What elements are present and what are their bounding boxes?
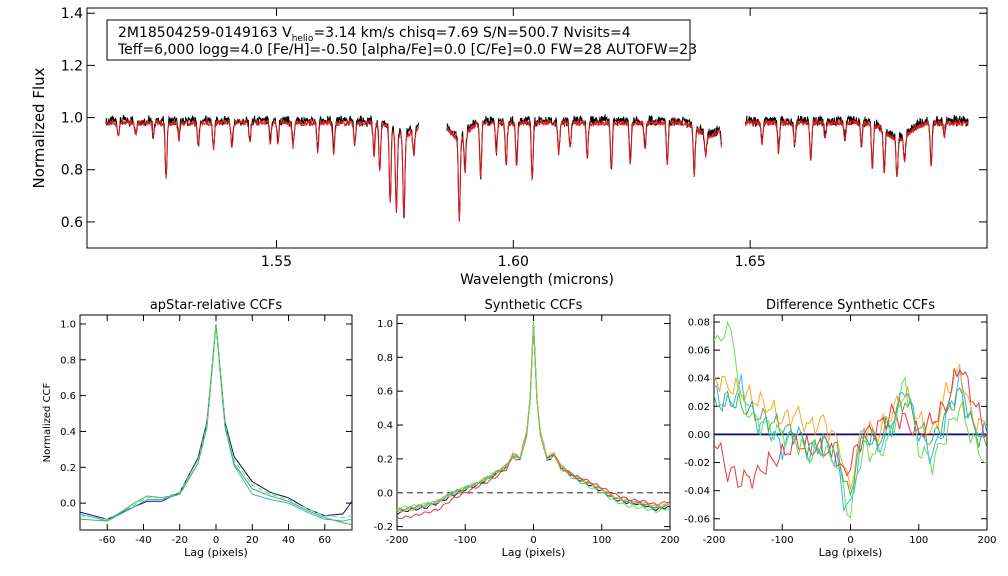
x-axis-label: Lag (pixels)	[819, 546, 883, 559]
header-line-2: Teff=6,000 logg=4.0 [Fe/H]=-0.50 [alpha/…	[117, 42, 697, 58]
apstar-ccf-series-visit-1	[80, 323, 352, 520]
header-text: chisq=7.69	[399, 25, 483, 41]
synthetic-ccf-series-visit-2	[397, 322, 670, 513]
plot-title: Synthetic CCFs	[485, 298, 583, 313]
x-tick-label: 60	[318, 535, 331, 546]
x-tick-label: 1.65	[735, 254, 766, 270]
synthetic-ccf-series-visit-5	[397, 324, 670, 520]
difference-ccf-panel: -200 -100 0 100 200 -0.06 -0.04 -0.02 0.00 0.02 0.…	[684, 298, 996, 559]
x-tick-label: 200	[977, 535, 996, 546]
apstar-ccf-series-visit-4	[80, 323, 352, 520]
y-tick-label: -0.04	[684, 486, 710, 497]
header-annotation: 2M18504259-0149163 Vhelio=3.14 km/s chis…	[106, 19, 697, 61]
difference-ccf-series-visit-2	[714, 368, 987, 512]
x-tick-label: -200	[386, 535, 409, 546]
x-axis-label: Lag (pixels)	[502, 546, 566, 559]
observed-spectrum-chip-2	[446, 113, 723, 222]
y-tick-label: 1.4	[61, 6, 83, 22]
y-tick-label: 0.06	[688, 346, 710, 357]
y-tick-label: 1.0	[61, 110, 83, 126]
vhelio-value: =3.14 km/s	[313, 25, 399, 41]
header-text: 2M18504259-0149163	[118, 25, 282, 41]
model-spectrum-chip-3	[744, 118, 969, 178]
y-tick-label: 1.2	[61, 58, 83, 74]
difference-ccf-plot-area	[714, 320, 987, 519]
y-axis-label: Normalized Flux	[30, 67, 48, 188]
model-spectrum-chip-1	[105, 118, 420, 219]
y-tick-label: 0.2	[377, 454, 393, 465]
x-tick-label: -100	[771, 535, 794, 546]
y-tick-label: 0.8	[377, 353, 393, 364]
x-tick-label: 0	[847, 535, 853, 546]
model-spectrum-chip-2	[446, 118, 723, 222]
x-tick-label: -20	[172, 535, 188, 546]
synthetic-ccf-plot-area	[397, 322, 670, 520]
observed-spectrum-chip-1	[105, 114, 420, 219]
apstar-ccf-series-visit-3	[80, 323, 352, 526]
apstar-ccf-series-visit-2	[80, 323, 352, 522]
y-tick-label: 1.0	[60, 319, 76, 330]
y-tick-label: 0.4	[377, 421, 393, 432]
plot-frame	[713, 314, 988, 531]
y-tick-label: 0.4	[60, 427, 76, 438]
spectrum-plot-area	[105, 113, 969, 222]
header-text: V	[282, 25, 292, 41]
header-text: Nvisits=4	[563, 25, 630, 41]
plot-frame	[86, 7, 988, 249]
apstar-ccf-plot-area	[80, 323, 352, 526]
y-tick-label: 0.6	[60, 391, 76, 402]
x-tick-label: 100	[592, 535, 611, 546]
y-axis-label: Normalized CCF	[42, 382, 53, 462]
x-tick-label: 200	[660, 535, 679, 546]
y-tick-label: -0.02	[684, 458, 710, 469]
y-tick-label: -0.06	[684, 514, 710, 525]
header-box	[106, 19, 691, 61]
y-tick-label: 1.0	[377, 319, 393, 330]
x-tick-label: 0	[530, 535, 536, 546]
x-tick-label: 20	[246, 535, 259, 546]
difference-ccf-series-visit-6	[714, 387, 987, 497]
difference-ccf-series-visit-4	[714, 368, 987, 489]
x-tick-label: -60	[99, 535, 115, 546]
difference-ccf-series-visit-3	[714, 362, 987, 490]
x-tick-label: 0	[213, 535, 219, 546]
x-tick-label: 100	[909, 535, 928, 546]
spectrum-panel: 1.55 1.60 1.65 0.6 0.8 1.0 1.2 1.4 Wavelength (m…	[30, 6, 988, 288]
y-tick-label: 0.08	[688, 318, 710, 329]
y-tick-label: 0.8	[61, 163, 83, 179]
x-tick-label: -100	[454, 535, 477, 546]
x-tick-label: 1.55	[261, 254, 292, 270]
y-tick-label: 0.00	[688, 430, 710, 441]
synthetic-ccf-series-visit-1	[397, 323, 670, 515]
x-axis-label: Wavelength (microns)	[460, 272, 614, 288]
plot-frame	[79, 314, 353, 531]
x-axis-label: Lag (pixels)	[184, 546, 248, 559]
x-tick-label: -200	[703, 535, 726, 546]
synthetic-ccf-series-visit-6	[397, 324, 670, 514]
synthetic-ccf-panel: -200 -100 0 100 200 -0.2 0.0 0.2 0.4 0.6 0.8 1.0 Syn…	[373, 298, 679, 559]
y-tick-label: 0.2	[60, 463, 76, 474]
vhelio-subscript: helio	[292, 34, 314, 44]
y-tick-label: 0.8	[60, 355, 76, 366]
y-tick-label: 0.6	[61, 215, 83, 231]
x-tick-label: -40	[135, 535, 151, 546]
synthetic-ccf-series-visit-4	[397, 323, 670, 513]
x-tick-label: 1.60	[498, 254, 529, 270]
y-tick-label: 0.0	[60, 499, 76, 510]
x-tick-label: 40	[282, 535, 295, 546]
y-tick-label: 0.0	[377, 488, 393, 499]
y-tick-label: 0.04	[688, 374, 710, 385]
y-tick-label: 0.02	[688, 402, 710, 413]
header-text: S/N=500.7	[483, 25, 563, 41]
y-tick-label: -0.2	[373, 522, 393, 533]
plot-title: apStar-relative CCFs	[150, 298, 283, 313]
synthetic-ccf-series-visit-3	[397, 322, 670, 511]
apstar-ccf-panel: -60 -40 -20 0 20 40 60 0.0 0.2 0.4 0.6 0.8 1.0 apStar…	[42, 298, 353, 559]
y-tick-label: 0.6	[377, 387, 393, 398]
plot-title: Difference Synthetic CCFs	[766, 298, 935, 313]
header-line-1: 2M18504259-0149163 Vhelio=3.14 km/s chis…	[118, 25, 631, 44]
plot-frame	[396, 314, 671, 531]
